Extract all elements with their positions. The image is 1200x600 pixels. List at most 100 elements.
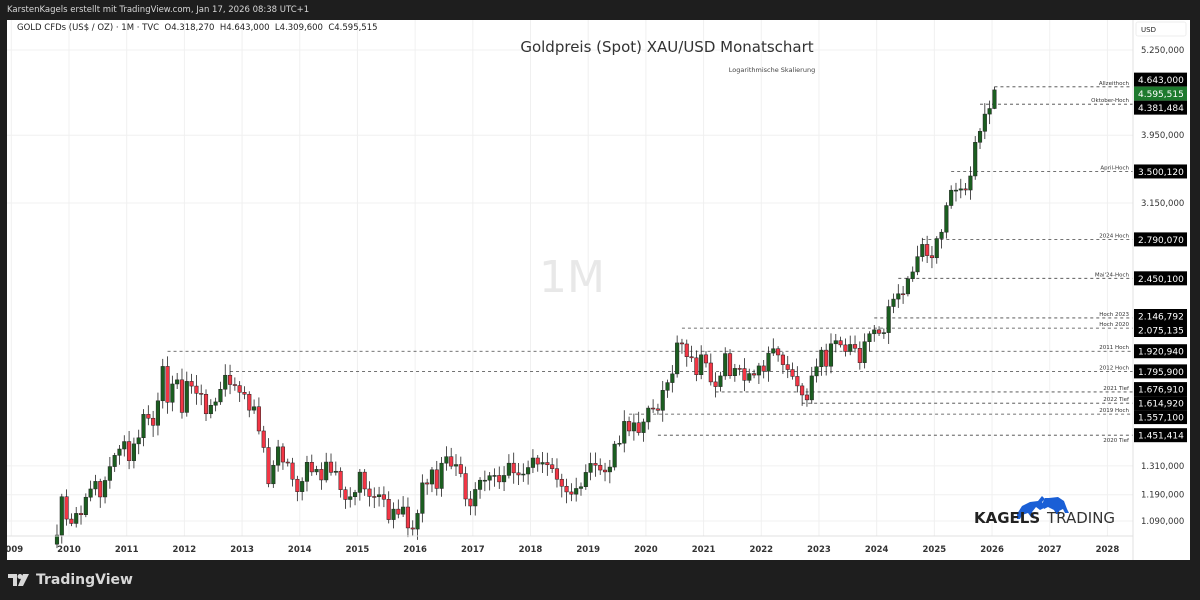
time-axis[interactable]: 2009 2010 2011 2012 2013 2014 2015 2016 2017 2018…: [0, 535, 1133, 555]
candle: [545, 462, 550, 466]
candle: [276, 446, 281, 466]
candle: [602, 469, 608, 473]
candle: [333, 470, 338, 473]
candle: [929, 255, 934, 259]
candle: [189, 381, 194, 387]
candle: [857, 348, 862, 363]
candle: [112, 455, 117, 467]
candle: [122, 441, 127, 450]
price-tick-label: 3.950,000: [1141, 131, 1184, 141]
candle: [665, 382, 670, 391]
high-value: H4.643,000: [219, 23, 270, 33]
price-axis[interactable]: USD 5.250,000 3.950,000 3.150,000 1.310,000…: [1132, 20, 1187, 560]
candle: [309, 462, 314, 473]
candle: [795, 376, 800, 387]
candle: [434, 469, 439, 489]
candle: [838, 340, 843, 346]
candle: [886, 306, 891, 333]
candle: [429, 469, 435, 485]
candle: [280, 446, 285, 463]
candle: [93, 481, 98, 490]
time-tick-label: 2028: [1096, 545, 1120, 555]
candle: [833, 340, 838, 345]
candle: [64, 496, 69, 520]
level-price-tag-bg: [1134, 382, 1187, 397]
candle: [901, 293, 906, 296]
level-label: 2022 Tief: [1103, 397, 1130, 403]
level-label: 2012 Hoch: [1099, 365, 1129, 371]
candle: [425, 482, 430, 485]
candle: [516, 472, 521, 476]
chart-subtitle: Logarithmische Skalierung: [729, 66, 815, 74]
candle: [780, 354, 785, 365]
price-tick-label: 1.090,000: [1141, 517, 1184, 527]
candle: [117, 448, 122, 456]
level-price-tag-bg: [1134, 100, 1187, 115]
level-price-tag-bg: [1134, 271, 1187, 286]
candle: [511, 462, 516, 474]
time-tick-label: 2012: [173, 545, 197, 555]
candle: [675, 342, 680, 375]
time-tick-label: 2023: [807, 545, 831, 555]
candle: [468, 498, 473, 507]
level-label: Oktober-Hoch: [1091, 98, 1129, 104]
candle: [179, 379, 185, 413]
candle: [136, 437, 141, 445]
chart-credit: KarstenKagels erstellt mit TradingView.c…: [7, 5, 310, 15]
level-price-tag: 2.790,070: [1138, 236, 1184, 246]
candle: [574, 488, 579, 495]
time-tick-label: 2010: [57, 545, 81, 555]
level-label: Allzeithoch: [1099, 81, 1130, 87]
chart-panel[interactable]: 1M Goldpreis (Spot) XAU/USD Monatschart …: [0, 20, 1190, 560]
tradingview-logo[interactable]: TradingView: [8, 572, 133, 588]
candle: [905, 278, 910, 295]
candle: [828, 343, 834, 367]
level-price-tag-bg: [1134, 428, 1187, 443]
candle: [146, 414, 151, 419]
candle: [506, 462, 511, 476]
level-price-tag: 1.451,414: [1138, 432, 1184, 442]
candle: [982, 113, 987, 132]
candle: [540, 462, 545, 465]
time-tick-label: 2026: [980, 545, 1004, 555]
candle: [819, 349, 824, 367]
level-price-tag: 4.381,484: [1138, 104, 1184, 114]
candle: [453, 464, 459, 467]
candle: [646, 407, 651, 423]
candle: [670, 373, 675, 383]
candle: [107, 466, 112, 481]
price-tick-label: 1.190,000: [1141, 491, 1184, 501]
price-chart[interactable]: 1M Goldpreis (Spot) XAU/USD Monatschart …: [0, 20, 1190, 560]
candle: [343, 489, 348, 500]
candle: [160, 366, 165, 402]
candle: [477, 479, 483, 490]
candle: [622, 421, 627, 444]
candle: [771, 348, 776, 354]
time-tick-label: 2027: [1038, 545, 1062, 555]
candle: [271, 464, 276, 485]
chart-title: Goldpreis (Spot) XAU/USD Monatschart: [520, 38, 813, 56]
candle: [372, 496, 377, 498]
candle: [920, 244, 925, 257]
low-value: L4.309,600: [274, 23, 323, 33]
ohlc-legend: GOLD CFDs (US$ / OZ) · 1M · TVC O4.318,2…: [17, 23, 378, 33]
candle: [396, 508, 401, 515]
candle: [502, 475, 507, 483]
candle: [949, 189, 954, 206]
current-price-tag-bg: [1134, 86, 1187, 101]
candle: [228, 374, 233, 385]
candle: [804, 394, 810, 401]
candle: [405, 506, 410, 529]
candle: [151, 417, 156, 426]
candle: [732, 368, 737, 376]
candle: [401, 506, 406, 515]
candle: [69, 518, 74, 524]
kagels-trading-logo: KAGELS TRADING: [974, 496, 1115, 527]
time-tick-label: 2014: [288, 545, 312, 555]
candle: [88, 488, 93, 498]
candle: [713, 381, 718, 387]
candle: [852, 344, 858, 349]
candle: [127, 441, 132, 461]
candle: [324, 461, 329, 481]
candle: [776, 348, 781, 356]
